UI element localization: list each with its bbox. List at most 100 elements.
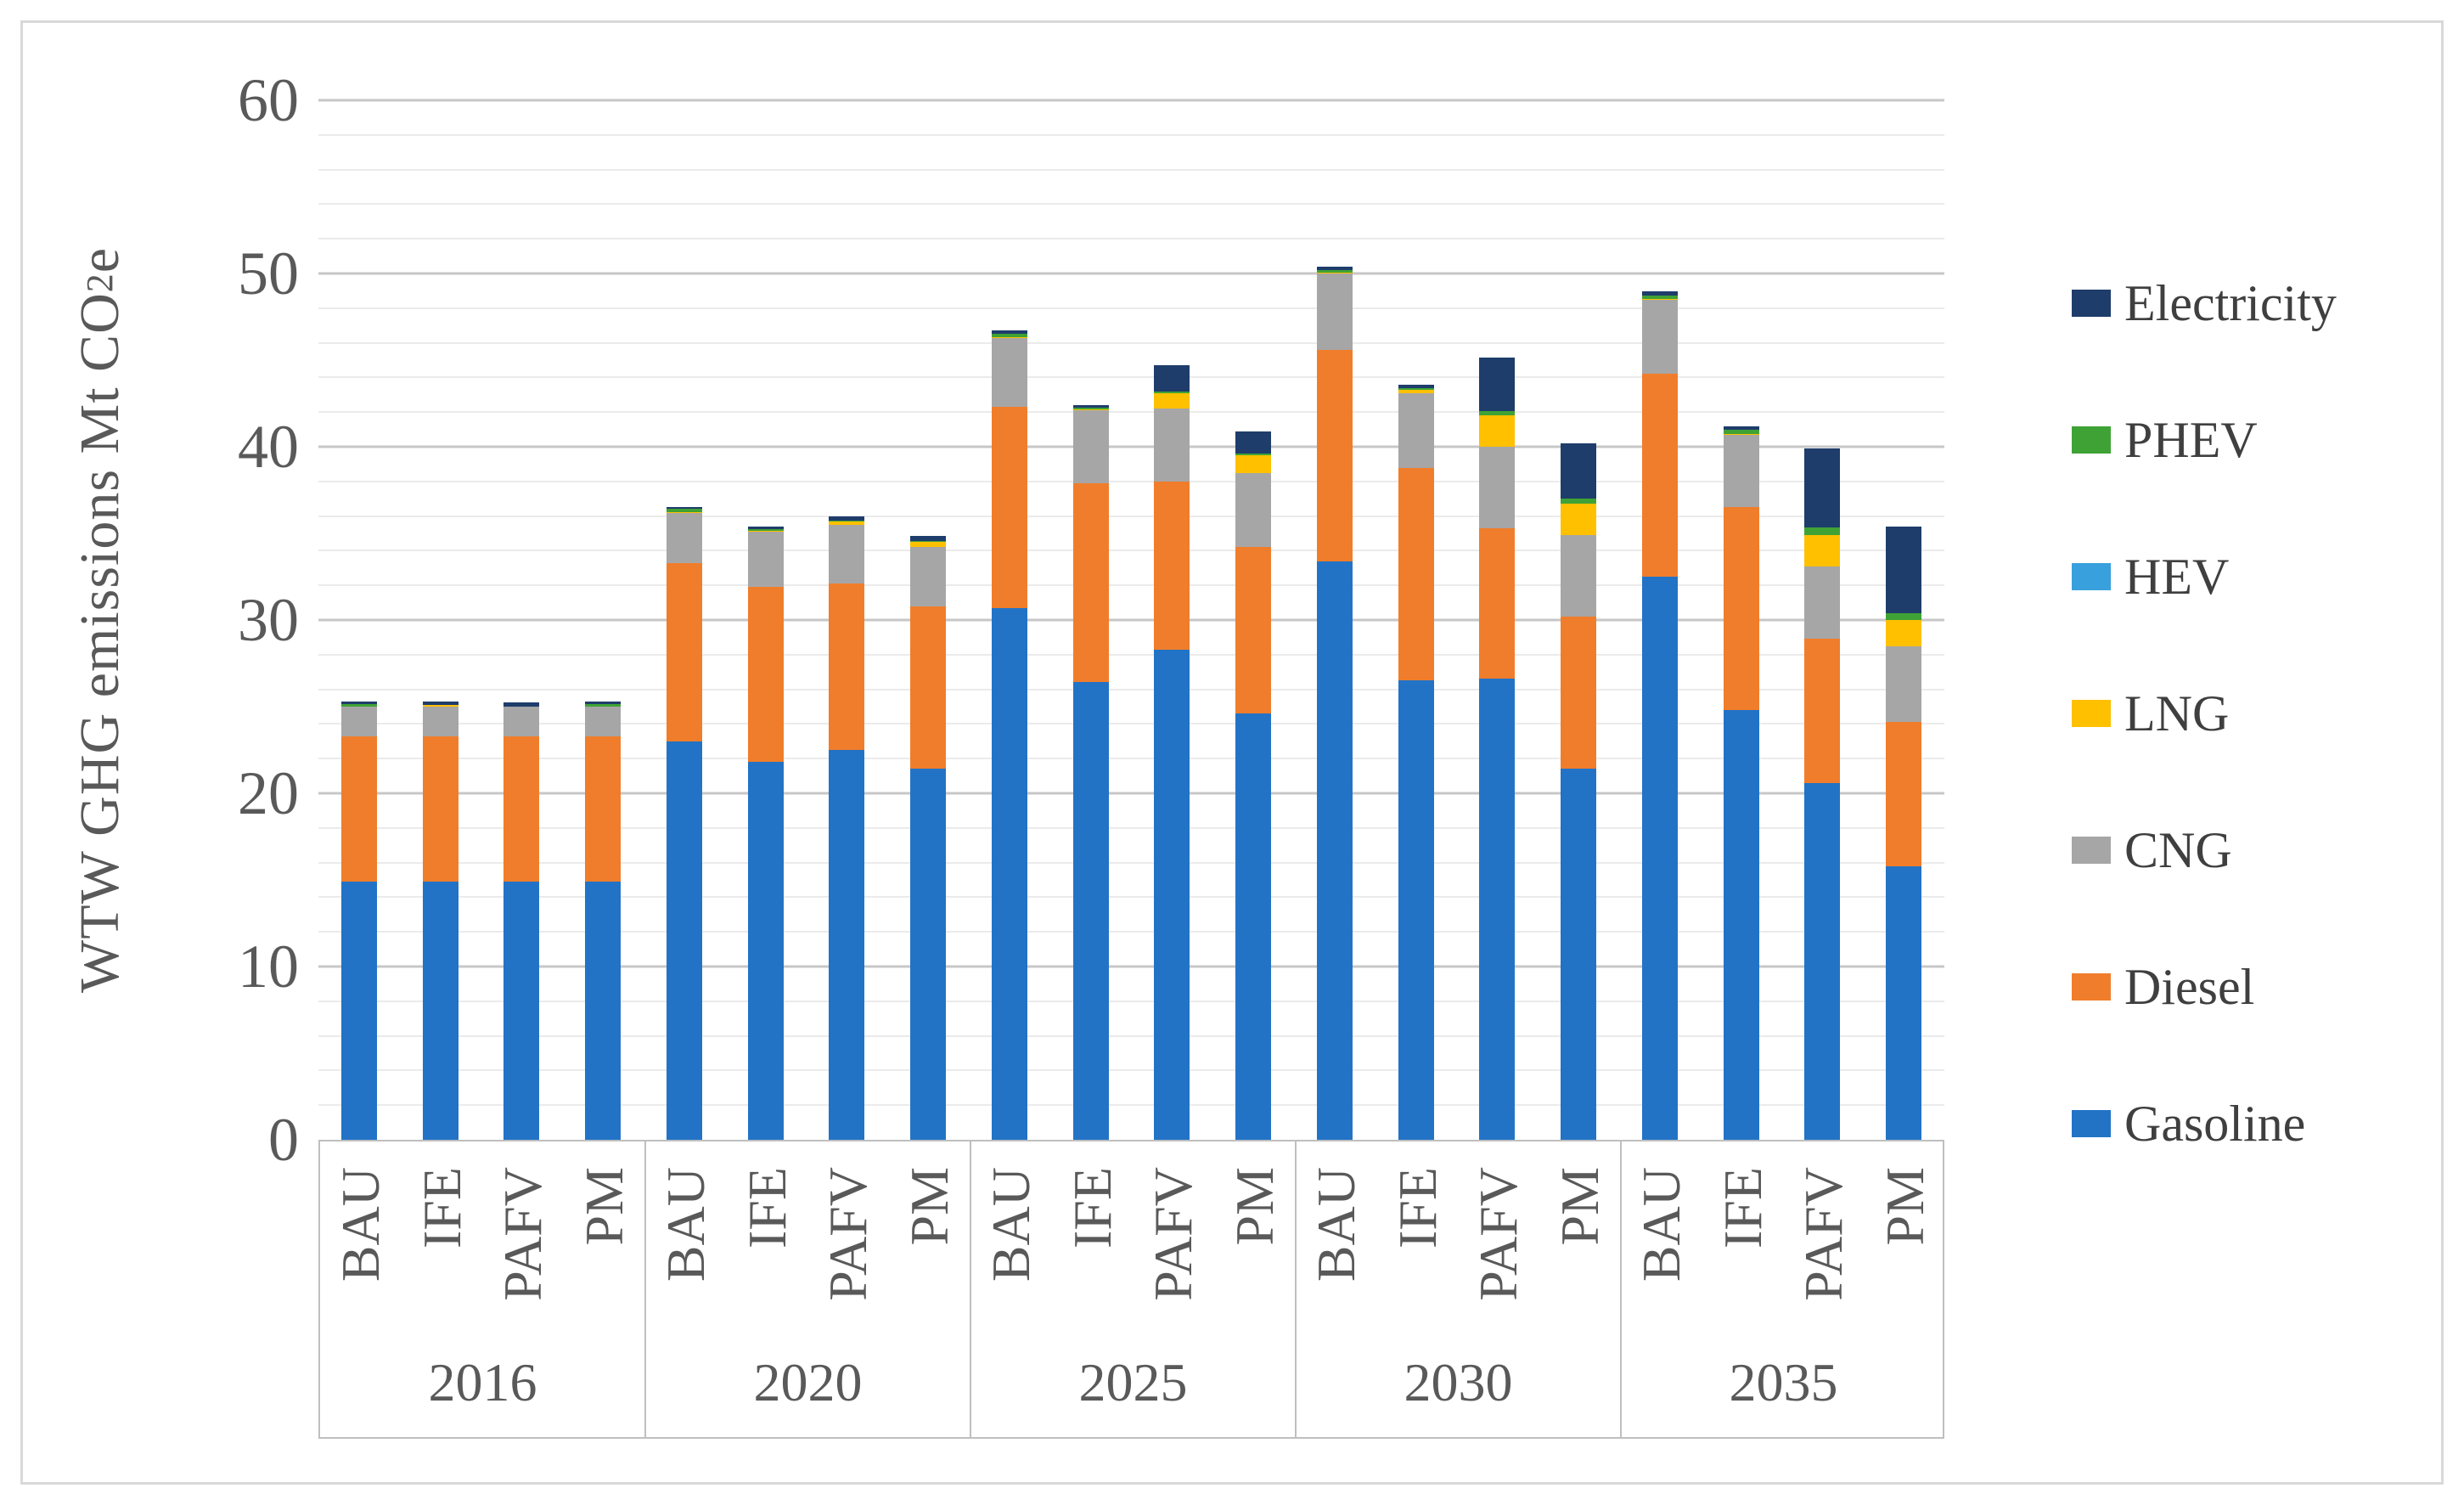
segment-electricity-2016-IFE [422, 701, 458, 705]
y-tick-label-0: 0 [268, 1106, 299, 1174]
segment-electricity-2025-BAU [991, 330, 1027, 335]
bar-2020-BAU [666, 100, 702, 1140]
legend-label-gasoline: Gasoline [2124, 1095, 2306, 1152]
minor-gridline-24 [318, 723, 1944, 725]
segment-electricity-2025-IFE [1072, 405, 1109, 409]
bar-slot-2030-BAU [1294, 100, 1375, 1140]
segment-gasoline-2035-PAFV [1804, 782, 1841, 1140]
scenario-label-2025-PM: PM [1224, 1167, 1285, 1246]
group-divider-3 [1295, 1141, 1297, 1437]
bar-2025-PM [1235, 100, 1272, 1140]
scenario-label-2035-BAU: BAU [1630, 1167, 1691, 1282]
bar-slot-2025-PAFV [1132, 100, 1213, 1140]
major-gridline-20 [318, 792, 1944, 795]
segment-gasoline-2030-IFE [1398, 680, 1434, 1140]
segment-cng-2020-PM [910, 547, 947, 606]
segment-phev-2016-PM [585, 703, 622, 707]
segment-gasoline-2035-IFE [1723, 710, 1759, 1140]
scenario-label-2016-PAFV: PAFV [492, 1167, 554, 1301]
segment-gasoline-2020-IFE [747, 762, 784, 1140]
segment-cng-2016-PM [585, 707, 622, 736]
legend-swatch-diesel [2072, 972, 2111, 1001]
segment-gasoline-2025-PM [1235, 713, 1272, 1140]
legend-swatch-gasoline [2072, 1109, 2111, 1137]
bar-2030-IFE [1398, 100, 1434, 1140]
scenario-label-2030-PAFV: PAFV [1468, 1167, 1529, 1301]
segment-electricity-2020-BAU [666, 507, 702, 510]
segment-electricity-2030-PM [1561, 442, 1597, 499]
bar-slot-2035-PM [1863, 100, 1944, 1140]
bar-2016-PM [585, 100, 622, 1140]
segment-diesel-2020-PAFV [829, 583, 865, 750]
segment-diesel-2020-BAU [666, 562, 702, 741]
segment-lng-2035-BAU [1641, 298, 1678, 300]
segment-electricity-2030-IFE [1398, 384, 1434, 388]
segment-lng-2025-PAFV [1154, 392, 1190, 409]
bar-2020-PM [910, 100, 947, 1140]
segment-electricity-2035-PAFV [1804, 448, 1841, 527]
legend-item-phev: PHEV [2072, 371, 2337, 508]
minor-gridline-54 [318, 203, 1944, 206]
bar-slot-2020-PAFV [807, 100, 888, 1140]
bar-2025-IFE [1072, 100, 1109, 1140]
segment-phev-2030-PAFV [1479, 411, 1516, 416]
minor-gridline-34 [318, 550, 1944, 552]
category-axis-area: BAU IFE PAFV PM 2016 BAU IFE PAFV PM 2020 BAU IFE PA… [318, 1140, 1944, 1439]
segment-diesel-2016-BAU [340, 736, 377, 882]
scenario-label-2030-BAU: BAU [1305, 1167, 1366, 1282]
segment-phev-2030-IFE [1398, 387, 1434, 390]
bar-slot-2030-IFE [1375, 100, 1457, 1140]
segment-cng-2030-BAU [1316, 273, 1353, 350]
segment-lng-2020-PAFV [829, 521, 865, 525]
bar-slot-2020-PM [887, 100, 969, 1140]
bar-slot-2020-IFE [725, 100, 807, 1140]
segment-cng-2035-BAU [1641, 299, 1678, 375]
bar-slot-2025-PM [1212, 100, 1294, 1140]
plot-area [318, 99, 1944, 1140]
segment-cng-2025-BAU [991, 337, 1027, 408]
y-tick-label-60: 60 [238, 66, 299, 134]
year-label-2030: 2030 [1404, 1352, 1513, 1412]
scenario-label-2025-BAU: BAU [980, 1167, 1041, 1282]
year-label-2025: 2025 [1078, 1352, 1188, 1412]
legend-label-lng: LNG [2124, 685, 2230, 741]
segment-electricity-2020-PAFV [829, 516, 865, 521]
scenario-label-2020-IFE: IFE [736, 1167, 797, 1249]
bar-2016-BAU [340, 100, 377, 1140]
segment-diesel-2035-PAFV [1804, 639, 1841, 783]
y-tick-label-40: 40 [238, 413, 299, 481]
segment-cng-2016-PAFV [503, 707, 540, 736]
legend-label-cng: CNG [2124, 821, 2232, 878]
bar-2030-PM [1561, 100, 1597, 1140]
segment-gasoline-2035-PM [1886, 865, 1922, 1140]
major-gridline-30 [318, 618, 1944, 622]
segment-gasoline-2020-PM [910, 769, 947, 1140]
minor-gridline-22 [318, 758, 1944, 760]
segment-gasoline-2025-IFE [1072, 682, 1109, 1140]
segment-gasoline-2016-BAU [340, 882, 377, 1140]
segment-cng-2020-IFE [747, 531, 784, 588]
bars-container [318, 100, 1944, 1140]
group-divider-2 [970, 1141, 971, 1437]
bar-2020-IFE [747, 100, 784, 1140]
scenario-label-2030-PM: PM [1550, 1167, 1611, 1246]
segment-cng-2025-PM [1235, 472, 1272, 548]
bar-slot-2025-IFE [1050, 100, 1132, 1140]
segment-phev-2035-IFE [1723, 429, 1759, 434]
segment-lng-2030-PM [1561, 504, 1597, 536]
scenario-label-2025-IFE: IFE [1061, 1167, 1122, 1249]
bar-slot-2035-IFE [1701, 100, 1782, 1140]
segment-diesel-2030-BAU [1316, 349, 1353, 561]
scenario-label-2035-PM: PM [1875, 1167, 1936, 1246]
minor-gridline-52 [318, 238, 1944, 240]
segment-diesel-2035-IFE [1723, 507, 1759, 711]
segment-gasoline-2035-BAU [1641, 577, 1678, 1140]
bar-2030-BAU [1316, 100, 1353, 1140]
major-gridline-50 [318, 272, 1944, 275]
segment-cng-2025-IFE [1072, 410, 1109, 483]
minor-gridline-12 [318, 931, 1944, 933]
segment-diesel-2020-PM [910, 606, 947, 769]
segment-electricity-2030-PAFV [1479, 357, 1516, 412]
group-divider-4 [1620, 1141, 1622, 1437]
segment-lng-2025-BAU [991, 336, 1027, 338]
